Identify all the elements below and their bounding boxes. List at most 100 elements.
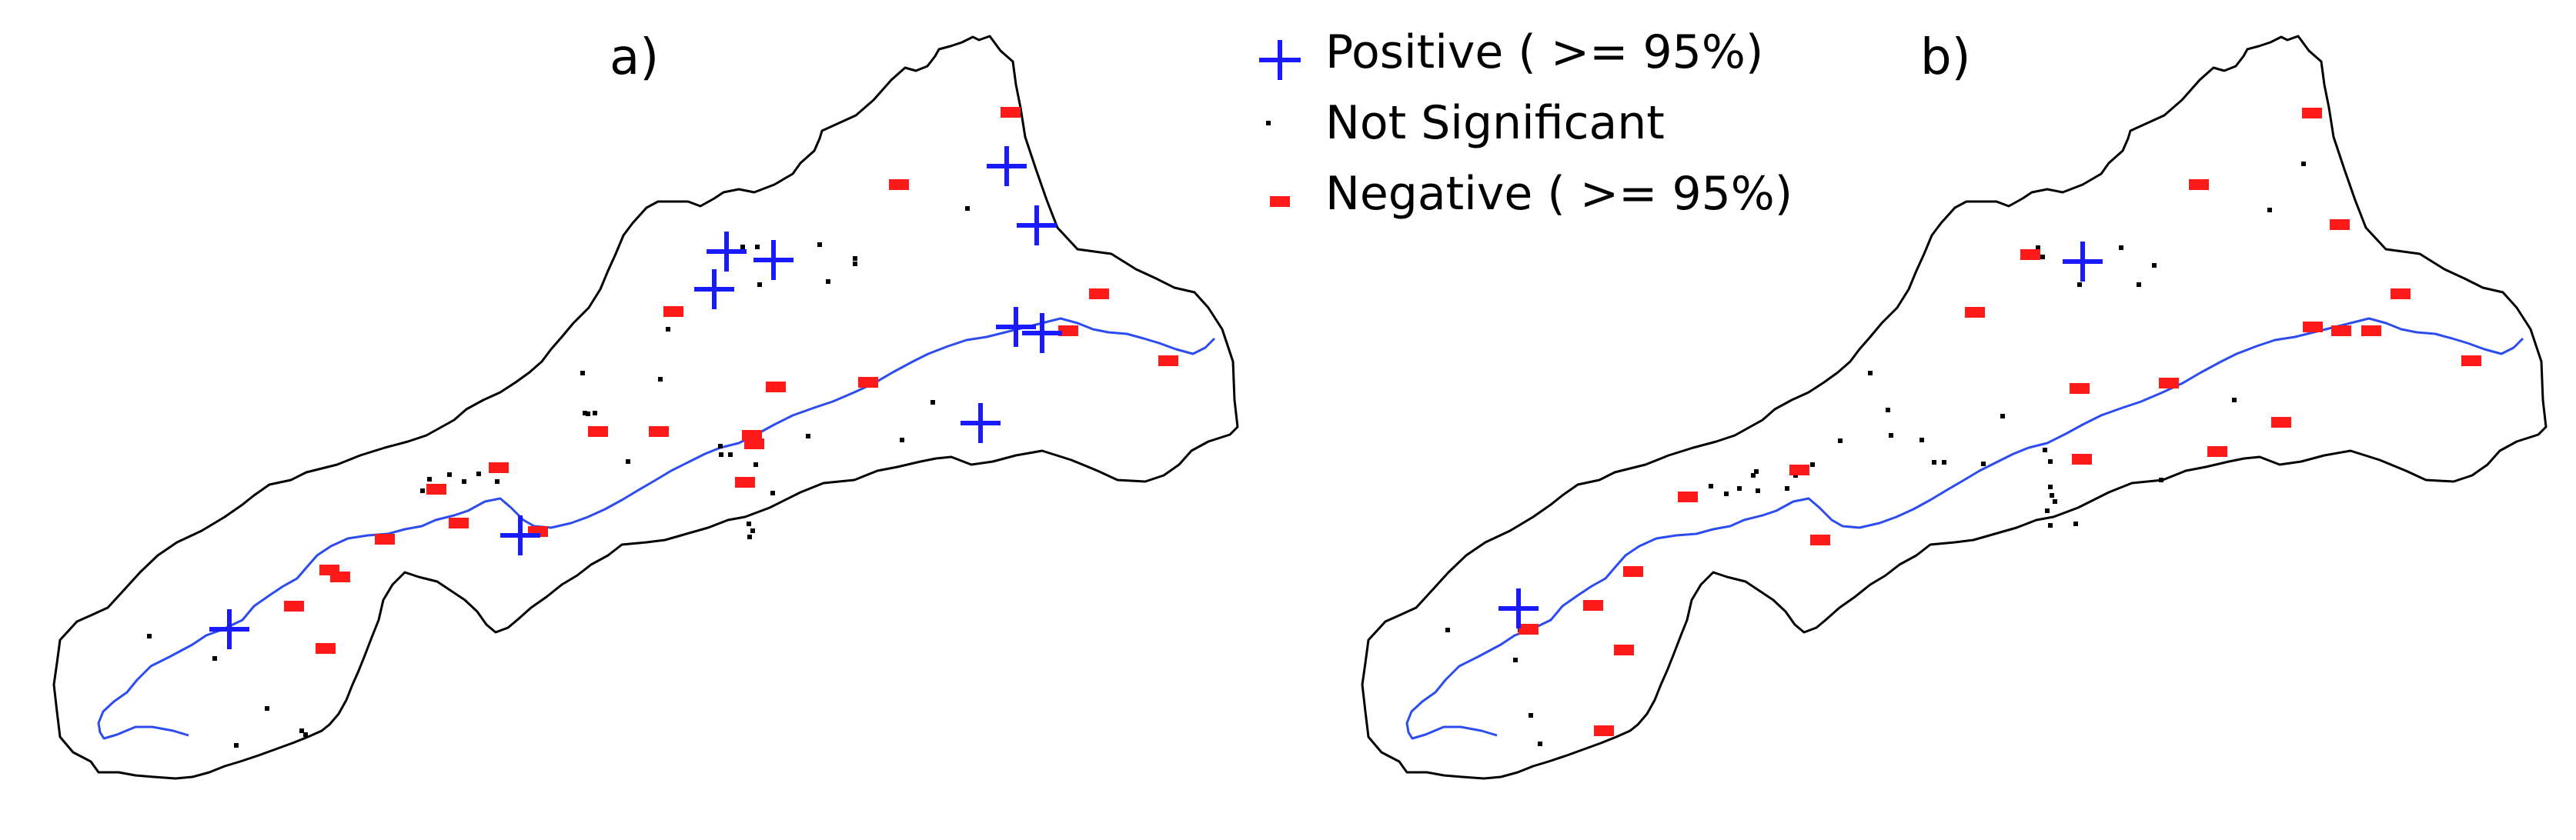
station-not-significant: [476, 472, 481, 476]
station-not-significant: [299, 728, 304, 733]
station-not-significant: [447, 472, 452, 477]
station-not-significant: [1445, 628, 1450, 632]
station-positive: [500, 515, 540, 555]
station-not-significant: [728, 452, 733, 457]
station-not-significant: [1724, 492, 1729, 496]
station-negative: [426, 484, 446, 495]
station-negative: [284, 601, 304, 612]
station-not-significant: [2036, 245, 2040, 250]
station-not-significant: [740, 245, 745, 249]
station-not-significant: [147, 634, 152, 638]
station-not-significant: [826, 279, 830, 284]
station-negative: [742, 430, 762, 441]
station-negative: [2271, 417, 2291, 428]
station-not-significant: [747, 522, 751, 526]
station-not-significant: [747, 535, 752, 539]
panel-b-markers: [1445, 108, 2481, 746]
station-positive: [1022, 313, 1062, 353]
station-positive: [707, 232, 747, 272]
station-not-significant: [2152, 263, 2157, 268]
station-negative: [1089, 288, 1109, 299]
panel-b-label: b): [1920, 29, 1971, 86]
station-not-significant: [212, 656, 217, 661]
station-negative: [2072, 454, 2092, 465]
station-not-significant: [753, 462, 758, 467]
station-not-significant: [1889, 433, 1893, 438]
station-not-significant: [755, 245, 760, 249]
station-negative: [1158, 355, 1178, 366]
station-negative: [330, 572, 350, 582]
station-negative: [1583, 600, 1603, 611]
station-negative: [2361, 325, 2381, 336]
station-not-significant: [2267, 208, 2272, 212]
legend-positive-symbol: [1259, 40, 1301, 80]
station-not-significant: [757, 282, 762, 287]
station-not-significant: [2137, 282, 2141, 287]
station-negative: [1810, 535, 1830, 545]
legend-notsig-label: Not Significant: [1325, 96, 1665, 150]
station-not-significant: [1529, 713, 1533, 718]
station-negative: [1789, 465, 1809, 475]
station-not-significant: [427, 477, 432, 482]
station-not-significant: [1785, 486, 1789, 491]
station-not-significant: [931, 400, 935, 405]
panel-a-label: a): [610, 29, 659, 86]
station-not-significant: [2159, 478, 2163, 482]
station-not-significant: [817, 242, 822, 247]
station-negative: [766, 382, 786, 392]
station-negative: [1614, 645, 1634, 655]
station-not-significant: [666, 327, 670, 332]
station-not-significant: [806, 434, 810, 438]
legend-negative-label: Negative ( >= 95%): [1325, 167, 1793, 221]
station-not-significant: [1919, 438, 1924, 442]
station-not-significant: [900, 438, 904, 442]
station-negative: [588, 426, 608, 437]
station-not-significant: [719, 452, 723, 457]
station-not-significant: [2050, 493, 2054, 498]
station-not-significant: [303, 732, 308, 737]
station-negative: [1965, 307, 1985, 318]
legend: Positive ( >= 95%) Not Significant Negat…: [1259, 25, 1793, 221]
station-negative: [1519, 624, 1539, 635]
station-not-significant: [2053, 499, 2057, 504]
station-negative: [489, 462, 509, 473]
station-negative: [1058, 325, 1078, 336]
legend-negative-symbol: [1270, 196, 1290, 207]
station-not-significant: [1886, 408, 1890, 412]
station-not-significant: [1709, 484, 1713, 488]
station-not-significant: [2232, 398, 2237, 402]
station-not-significant: [718, 444, 723, 448]
station-not-significant: [2045, 508, 2050, 513]
legend-positive-label: Positive ( >= 95%): [1325, 25, 1763, 79]
station-negative: [735, 477, 755, 488]
station-negative: [889, 179, 909, 190]
station-not-significant: [626, 459, 630, 464]
station-not-significant: [583, 411, 587, 415]
station-negative: [1623, 566, 1643, 577]
station-not-significant: [1981, 462, 1986, 466]
station-not-significant: [853, 256, 857, 261]
station-not-significant: [1810, 462, 1815, 467]
station-negative: [1001, 107, 1021, 118]
station-negative: [2302, 108, 2322, 118]
station-positive: [996, 307, 1036, 347]
station-negative: [858, 377, 878, 388]
station-negative: [375, 534, 395, 545]
station-positive: [694, 269, 734, 309]
station-negative: [744, 438, 764, 449]
station-negative: [2461, 355, 2481, 366]
station-not-significant: [586, 412, 590, 416]
panel-a-map: a): [52, 29, 1239, 780]
station-not-significant: [462, 479, 466, 484]
station-not-significant: [1754, 469, 1759, 474]
station-positive: [753, 240, 794, 280]
station-not-significant: [750, 528, 755, 533]
station-negative: [2391, 288, 2411, 299]
station-negative: [663, 306, 683, 317]
station-not-significant: [234, 743, 239, 748]
station-not-significant: [1942, 460, 1946, 465]
station-negative: [2159, 378, 2179, 388]
station-not-significant: [965, 206, 970, 211]
station-not-significant: [1868, 371, 1873, 375]
station-not-significant: [853, 262, 857, 266]
